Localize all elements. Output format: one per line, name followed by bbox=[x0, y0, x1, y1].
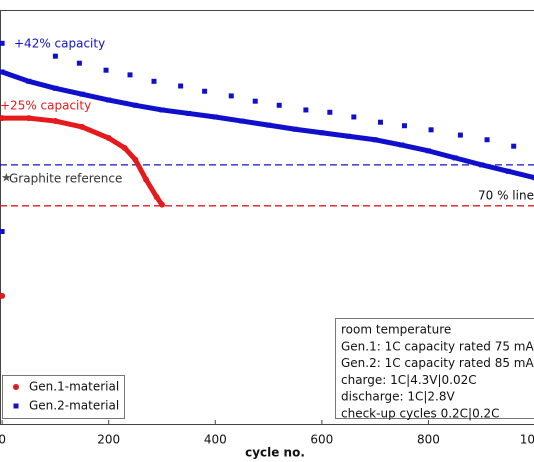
marker bbox=[178, 83, 184, 89]
marker bbox=[532, 175, 534, 181]
info-line: room temperature bbox=[341, 323, 451, 337]
info-line: Gen.2: 1C capacity rated 85 mAh bbox=[341, 356, 534, 370]
marker bbox=[186, 110, 192, 116]
marker bbox=[105, 135, 112, 142]
marker bbox=[0, 115, 6, 122]
annotation: 70 % lines bbox=[478, 189, 534, 203]
marker bbox=[13, 403, 19, 409]
legend-label: Gen.2-material bbox=[29, 399, 119, 413]
marker bbox=[345, 133, 351, 139]
marker bbox=[127, 72, 133, 78]
marker bbox=[479, 162, 485, 168]
marker bbox=[428, 127, 434, 133]
marker bbox=[327, 109, 333, 115]
marker bbox=[52, 118, 59, 125]
info-line: check-up cycles 0.2C|0.2C bbox=[341, 407, 500, 421]
x-tick-label: 400 bbox=[204, 433, 227, 447]
marker bbox=[484, 137, 490, 143]
marker bbox=[319, 130, 325, 136]
marker bbox=[0, 40, 5, 46]
marker bbox=[153, 194, 160, 201]
marker bbox=[377, 119, 383, 125]
x-tick-label: 200 bbox=[97, 433, 120, 447]
marker bbox=[399, 142, 405, 148]
x-tick-label: 1000 bbox=[520, 433, 534, 447]
marker bbox=[151, 78, 157, 84]
marker bbox=[505, 168, 511, 174]
legend-label: Gen.1-material bbox=[29, 380, 119, 394]
x-axis-label: cycle no. bbox=[245, 446, 305, 460]
marker bbox=[76, 60, 82, 66]
marker bbox=[457, 132, 463, 138]
marker bbox=[401, 123, 407, 129]
marker bbox=[0, 229, 5, 235]
plot-area bbox=[0, 40, 534, 425]
marker bbox=[26, 78, 32, 84]
info-line: discharge: 1C|2.8V bbox=[341, 390, 455, 404]
plot-frame bbox=[0, 10, 534, 425]
marker bbox=[158, 201, 165, 208]
series-line bbox=[2, 115, 165, 207]
annotation: Graphite reference bbox=[9, 172, 122, 186]
marker bbox=[121, 144, 128, 151]
marker bbox=[132, 102, 138, 108]
x-tick-label: 0 bbox=[0, 433, 6, 447]
marker bbox=[79, 91, 85, 97]
legend-entries: Gen.1-material Gen.2-material bbox=[13, 380, 119, 413]
marker bbox=[511, 143, 517, 149]
marker bbox=[0, 69, 5, 75]
x-tick-label: 600 bbox=[310, 433, 333, 447]
marker bbox=[303, 107, 309, 113]
marker bbox=[228, 93, 234, 99]
info-box bbox=[335, 318, 534, 419]
marker bbox=[202, 88, 208, 94]
marker bbox=[52, 53, 58, 59]
marker bbox=[159, 107, 165, 113]
info-line: charge: 1C|4.3V|0.02C bbox=[341, 373, 477, 387]
info-line: Gen.1: 1C capacity rated 75 mAh bbox=[341, 339, 534, 353]
marker bbox=[143, 176, 150, 183]
marker bbox=[266, 122, 272, 128]
marker bbox=[79, 123, 86, 130]
marker bbox=[276, 102, 282, 108]
annotation: +25% capacity bbox=[0, 99, 91, 113]
x-tick-label: 800 bbox=[417, 433, 440, 447]
info-lines: room temperature Gen.1: 1C capacity rated… bbox=[341, 323, 534, 421]
marker bbox=[52, 85, 58, 91]
annotation: +42% capacity bbox=[14, 37, 105, 51]
marker bbox=[252, 98, 258, 104]
legend bbox=[2, 375, 125, 419]
marker bbox=[351, 114, 357, 120]
marker bbox=[372, 137, 378, 143]
marker bbox=[106, 97, 112, 103]
star-icon: ★ bbox=[1, 171, 12, 185]
marker bbox=[132, 156, 139, 163]
marker bbox=[452, 155, 458, 161]
marker bbox=[0, 292, 6, 299]
marker bbox=[239, 118, 245, 124]
marker bbox=[212, 114, 218, 120]
marker bbox=[425, 148, 431, 154]
marker bbox=[25, 115, 32, 122]
marker bbox=[13, 384, 19, 390]
marker bbox=[103, 67, 109, 73]
marker bbox=[292, 126, 298, 132]
